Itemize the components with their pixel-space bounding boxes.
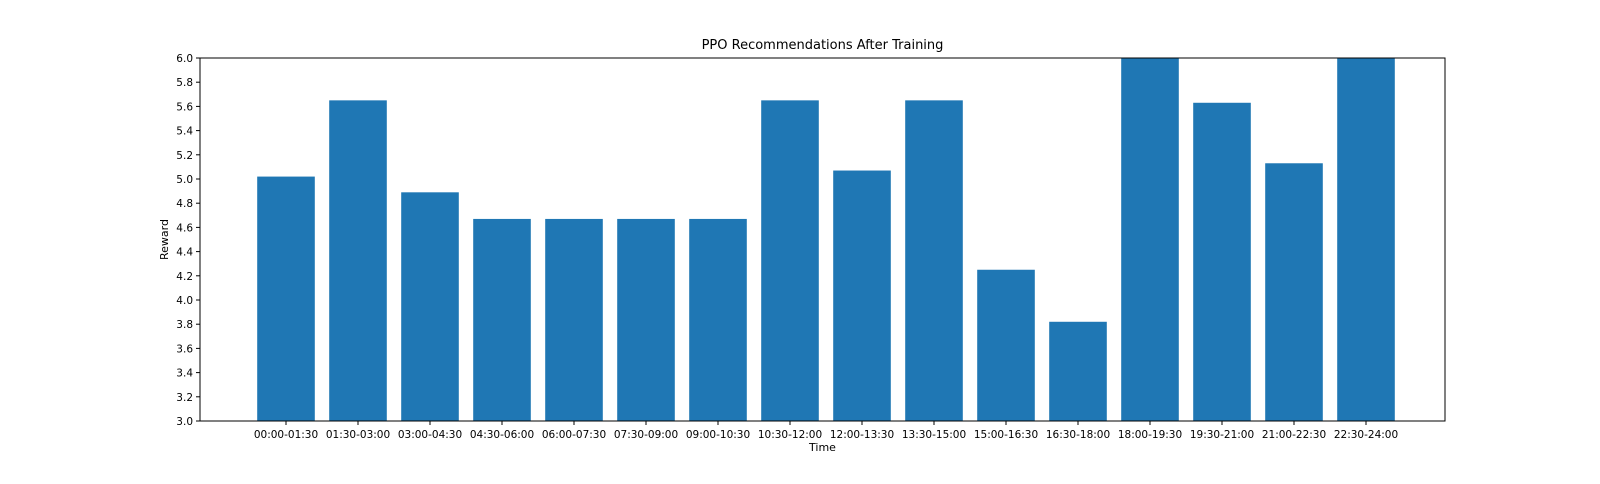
x-tick-label: 13:30-15:00 — [902, 429, 966, 441]
y-axis: 3.0 3.2 3.4 3.6 3.8 4.0 4.2 4.4 4.6 4.8 5.0 5.2 5.4 5… — [176, 53, 200, 428]
bar-15:00-16:30 — [977, 269, 1035, 421]
x-tick-label: 06:00-07:30 — [542, 429, 606, 441]
y-tick-label: 5.2 — [176, 150, 193, 162]
y-tick-label: 5.8 — [176, 77, 193, 89]
x-tick-label: 04:30-06:00 — [470, 429, 534, 441]
bars-group — [257, 58, 1395, 422]
y-tick-label: 6.0 — [176, 53, 193, 65]
chart-title: PPO Recommendations After Training — [702, 38, 944, 53]
axes-frame — [199, 57, 1446, 422]
x-axis: 00:00-01:30 01:30-03:00 03:00-04:30 04:30-0… — [254, 421, 1398, 441]
bar-04:30-06:00 — [473, 218, 531, 421]
bar-16:30-18:00 — [1049, 321, 1107, 421]
y-tick-label: 4.4 — [176, 247, 193, 259]
x-tick-label: 07:30-09:00 — [614, 429, 678, 441]
y-axis-label: Reward — [158, 219, 171, 260]
y-tick-label: 3.6 — [176, 343, 193, 355]
x-tick-label: 16:30-18:00 — [1046, 429, 1110, 441]
bar-10:30-12:00 — [761, 100, 819, 421]
x-tick-label: 18:00-19:30 — [1118, 429, 1182, 441]
bar-09:00-10:30 — [689, 218, 747, 421]
y-tick-label: 3.4 — [176, 368, 193, 380]
y-tick-label: 4.0 — [176, 295, 193, 307]
y-tick-label: 3.2 — [176, 392, 193, 404]
x-tick-label: 15:00-16:30 — [974, 429, 1038, 441]
x-tick-label: 21:00-22:30 — [1262, 429, 1326, 441]
bar-18:00-19:30 — [1121, 58, 1179, 421]
bar-13:30-15:00 — [905, 100, 963, 421]
bar-06:00-07:30 — [545, 218, 603, 421]
bar-01:30-03:00 — [329, 100, 387, 421]
y-tick-label: 5.0 — [176, 174, 193, 186]
y-tick-label: 5.4 — [176, 126, 193, 138]
y-tick-label: 3.8 — [176, 319, 193, 331]
x-tick-label: 12:00-13:30 — [830, 429, 894, 441]
y-tick-label: 4.6 — [176, 222, 193, 234]
bar-22:30-24:00 — [1337, 58, 1395, 421]
bar-12:00-13:30 — [833, 170, 891, 421]
x-tick-label: 10:30-12:00 — [758, 429, 822, 441]
bar-21:00-22:30 — [1265, 163, 1323, 421]
y-tick-label: 4.2 — [176, 271, 193, 283]
x-axis-label: Time — [808, 441, 836, 454]
x-tick-label: 19:30-21:00 — [1190, 429, 1254, 441]
x-tick-label: 00:00-01:30 — [254, 429, 318, 441]
x-tick-label: 01:30-03:00 — [326, 429, 390, 441]
y-tick-label: 4.8 — [176, 198, 193, 210]
bar-07:30-09:00 — [617, 218, 675, 421]
bar-00:00-01:30 — [257, 176, 315, 421]
x-tick-label: 22:30-24:00 — [1334, 429, 1398, 441]
bar-19:30-21:00 — [1193, 102, 1251, 422]
x-tick-label: 09:00-10:30 — [686, 429, 750, 441]
y-tick-label: 3.0 — [176, 416, 193, 428]
y-tick-label: 5.6 — [176, 101, 193, 113]
x-tick-label: 03:00-04:30 — [398, 429, 462, 441]
bar-03:00-04:30 — [401, 192, 459, 421]
